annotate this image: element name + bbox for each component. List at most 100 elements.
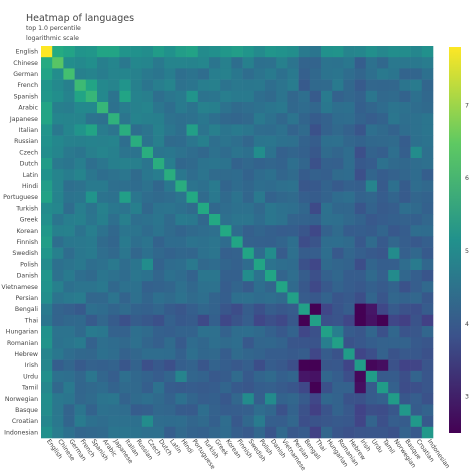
heatmap-cell (265, 136, 277, 148)
heatmap-cell (377, 147, 389, 159)
heatmap-cell (187, 304, 199, 316)
heatmap-cell (355, 382, 367, 394)
heatmap-cell (119, 158, 130, 170)
heatmap-cell (75, 57, 87, 68)
heatmap-cell (63, 304, 75, 316)
heatmap-cell (52, 371, 64, 383)
heatmap-cell (63, 259, 75, 271)
heatmap-cell (411, 147, 423, 159)
heatmap-cell (231, 304, 243, 316)
heatmap-cell (310, 404, 322, 416)
heatmap-cell (142, 337, 154, 349)
heatmap-cell (265, 315, 277, 327)
heatmap-cell (220, 214, 232, 226)
heatmap-cell (220, 360, 232, 372)
heatmap-cell (209, 158, 221, 170)
heatmap-cell (321, 427, 333, 439)
heatmap-cell (366, 404, 378, 416)
heatmap-cell (52, 225, 64, 237)
heatmap-cell (276, 192, 288, 204)
heatmap-cell (164, 393, 176, 405)
heatmap-cell (153, 91, 165, 103)
heatmap-cell (332, 326, 344, 338)
heatmap-cell (153, 404, 165, 416)
heatmap-cell (332, 236, 344, 248)
heatmap-cell (321, 382, 333, 394)
heatmap-cell (75, 113, 87, 125)
heatmap-cell (355, 360, 367, 372)
heatmap-cell (243, 192, 255, 204)
heatmap-cell (198, 371, 210, 383)
heatmap-cell (97, 348, 109, 360)
heatmap-cell (299, 158, 311, 170)
heatmap-cell (411, 326, 423, 338)
heatmap-cell (108, 348, 120, 360)
heatmap-cell (411, 382, 423, 394)
heatmap-cell (366, 337, 378, 349)
heatmap-cell (377, 192, 389, 204)
heatmap-cell (175, 360, 187, 372)
heatmap-cell (187, 124, 199, 135)
heatmap-cell (108, 337, 120, 349)
heatmap-cell (321, 192, 333, 204)
heatmap-cell (321, 270, 333, 282)
heatmap-cell (254, 169, 265, 181)
heatmap-cell (97, 113, 109, 125)
heatmap-cell (299, 236, 311, 248)
heatmap-cell (243, 292, 255, 304)
heatmap-cell (131, 214, 143, 226)
heatmap-cell (231, 136, 243, 148)
heatmap-cell (153, 304, 165, 316)
heatmap-cell (175, 113, 187, 125)
heatmap-cell (164, 236, 176, 248)
heatmap-cell (299, 270, 311, 282)
heatmap-cell (75, 304, 87, 316)
heatmap-cell (108, 416, 120, 428)
heatmap-cell (164, 214, 176, 226)
heatmap-cell (299, 180, 311, 192)
heatmap-cell (243, 203, 255, 215)
heatmap-cell (97, 68, 109, 80)
y-tick-label: Norwegian (5, 396, 38, 403)
heatmap-cell (41, 259, 53, 271)
heatmap-cell (131, 180, 143, 192)
heatmap-cell (153, 348, 165, 360)
heatmap-cell (63, 203, 75, 215)
heatmap-cell (254, 292, 265, 304)
heatmap-cell (231, 326, 243, 338)
heatmap-cell (388, 113, 400, 125)
heatmap-cell (388, 192, 400, 204)
heatmap-cell (97, 259, 109, 271)
heatmap-cell (164, 315, 176, 327)
heatmap-cell (265, 169, 277, 181)
heatmap-cell (243, 68, 255, 80)
heatmap-cell (198, 337, 210, 349)
heatmap-cell (198, 214, 210, 226)
heatmap-cell (209, 326, 221, 338)
heatmap-cell (52, 259, 64, 271)
heatmap-cell (276, 382, 288, 394)
heatmap-cell (388, 169, 400, 181)
heatmap-cell (86, 68, 98, 80)
heatmap-cell (131, 113, 143, 125)
heatmap-cell (276, 102, 288, 114)
heatmap-cell (422, 416, 434, 428)
heatmap-cell (119, 270, 130, 282)
heatmap-cell (153, 147, 165, 159)
heatmap-cell (422, 304, 434, 316)
heatmap-cell (209, 360, 221, 372)
heatmap-cell (254, 382, 265, 394)
heatmap-cell (243, 124, 255, 135)
heatmap-cell (243, 382, 255, 394)
heatmap-cell (131, 292, 143, 304)
heatmap-cell (187, 281, 199, 293)
heatmap-cell (142, 46, 154, 58)
heatmap-cell (332, 393, 344, 405)
heatmap-cell (41, 304, 53, 316)
heatmap-cell (108, 248, 120, 260)
heatmap-cell (97, 214, 109, 226)
heatmap-cell (63, 427, 75, 439)
heatmap-cell (153, 259, 165, 271)
heatmap-cell (287, 102, 299, 114)
heatmap-cell (254, 180, 265, 192)
